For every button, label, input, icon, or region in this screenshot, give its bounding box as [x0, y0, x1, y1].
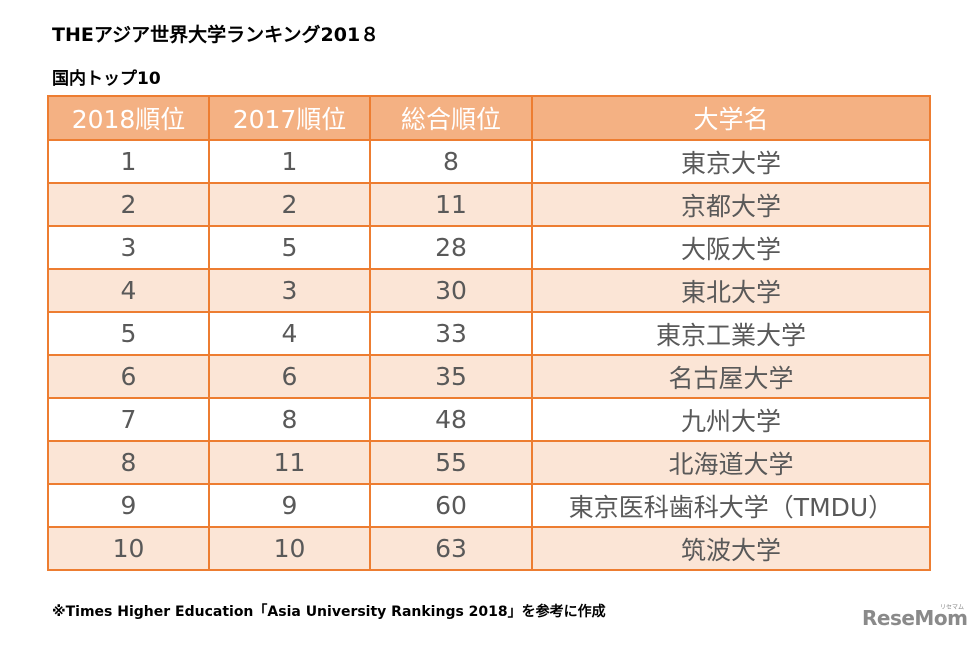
- rank-2018-cell: 7: [47, 397, 210, 442]
- university-name-cell: 東北大学: [531, 268, 931, 313]
- rank-2017-cell: 2: [208, 182, 371, 227]
- rank-2017-cell: 10: [208, 526, 371, 571]
- university-name-cell: 九州大学: [531, 397, 931, 442]
- table-row: 2 2 11 京都大学: [47, 182, 931, 227]
- rank-2018-cell: 10: [47, 526, 210, 571]
- rank-2018-cell: 5: [47, 311, 210, 356]
- table-row: 9 9 60 東京医科歯科大学（TMDU）: [47, 483, 931, 528]
- rank-2017-cell: 3: [208, 268, 371, 313]
- rank-2018-cell: 9: [47, 483, 210, 528]
- overall-rank-cell: 33: [369, 311, 533, 356]
- university-name-cell: 東京工業大学: [531, 311, 931, 356]
- header-overall-rank: 総合順位: [369, 95, 533, 141]
- rank-2018-cell: 6: [47, 354, 210, 399]
- overall-rank-cell: 8: [369, 139, 533, 184]
- rank-2017-cell: 8: [208, 397, 371, 442]
- page-title: THEアジア世界大学ランキング201８: [52, 24, 380, 46]
- overall-rank-cell: 63: [369, 526, 533, 571]
- rank-2018-cell: 4: [47, 268, 210, 313]
- overall-rank-cell: 35: [369, 354, 533, 399]
- rank-2017-cell: 1: [208, 139, 371, 184]
- overall-rank-cell: 30: [369, 268, 533, 313]
- table-subtitle: 国内トップ10: [52, 69, 161, 89]
- rank-2017-cell: 4: [208, 311, 371, 356]
- university-name-cell: 北海道大学: [531, 440, 931, 485]
- university-name-cell: 京都大学: [531, 182, 931, 227]
- resemom-logo: ReseMom: [862, 606, 968, 630]
- header-university-name: 大学名: [531, 95, 931, 141]
- header-row: 2018順位 2017順位 総合順位 大学名: [47, 95, 931, 141]
- table-row: 8 11 55 北海道大学: [47, 440, 931, 485]
- table-row: 4 3 30 東北大学: [47, 268, 931, 313]
- overall-rank-cell: 11: [369, 182, 533, 227]
- source-footnote: ※Times Higher Education「Asia University …: [52, 604, 606, 620]
- overall-rank-cell: 48: [369, 397, 533, 442]
- rank-2017-cell: 9: [208, 483, 371, 528]
- ranking-table: 2018順位 2017順位 総合順位 大学名 1 1 8 東京大学 2 2 11…: [47, 95, 931, 571]
- university-name-cell: 大阪大学: [531, 225, 931, 270]
- university-name-cell: 東京大学: [531, 139, 931, 184]
- logo-subtext: リセマム: [940, 604, 965, 611]
- table-row: 10 10 63 筑波大学: [47, 526, 931, 571]
- rank-2017-cell: 5: [208, 225, 371, 270]
- university-name-cell: 東京医科歯科大学（TMDU）: [531, 483, 931, 528]
- rank-2018-cell: 3: [47, 225, 210, 270]
- table-row: 7 8 48 九州大学: [47, 397, 931, 442]
- overall-rank-cell: 28: [369, 225, 533, 270]
- header-2017-rank: 2017順位: [208, 95, 371, 141]
- university-name-cell: 筑波大学: [531, 526, 931, 571]
- overall-rank-cell: 60: [369, 483, 533, 528]
- table-row: 1 1 8 東京大学: [47, 139, 931, 184]
- table-row: 6 6 35 名古屋大学: [47, 354, 931, 399]
- header-2018-rank: 2018順位: [47, 95, 210, 141]
- table-row: 5 4 33 東京工業大学: [47, 311, 931, 356]
- rank-2018-cell: 2: [47, 182, 210, 227]
- university-name-cell: 名古屋大学: [531, 354, 931, 399]
- rank-2017-cell: 6: [208, 354, 371, 399]
- overall-rank-cell: 55: [369, 440, 533, 485]
- rank-2017-cell: 11: [208, 440, 371, 485]
- table-row: 3 5 28 大阪大学: [47, 225, 931, 270]
- rank-2018-cell: 1: [47, 139, 210, 184]
- rank-2018-cell: 8: [47, 440, 210, 485]
